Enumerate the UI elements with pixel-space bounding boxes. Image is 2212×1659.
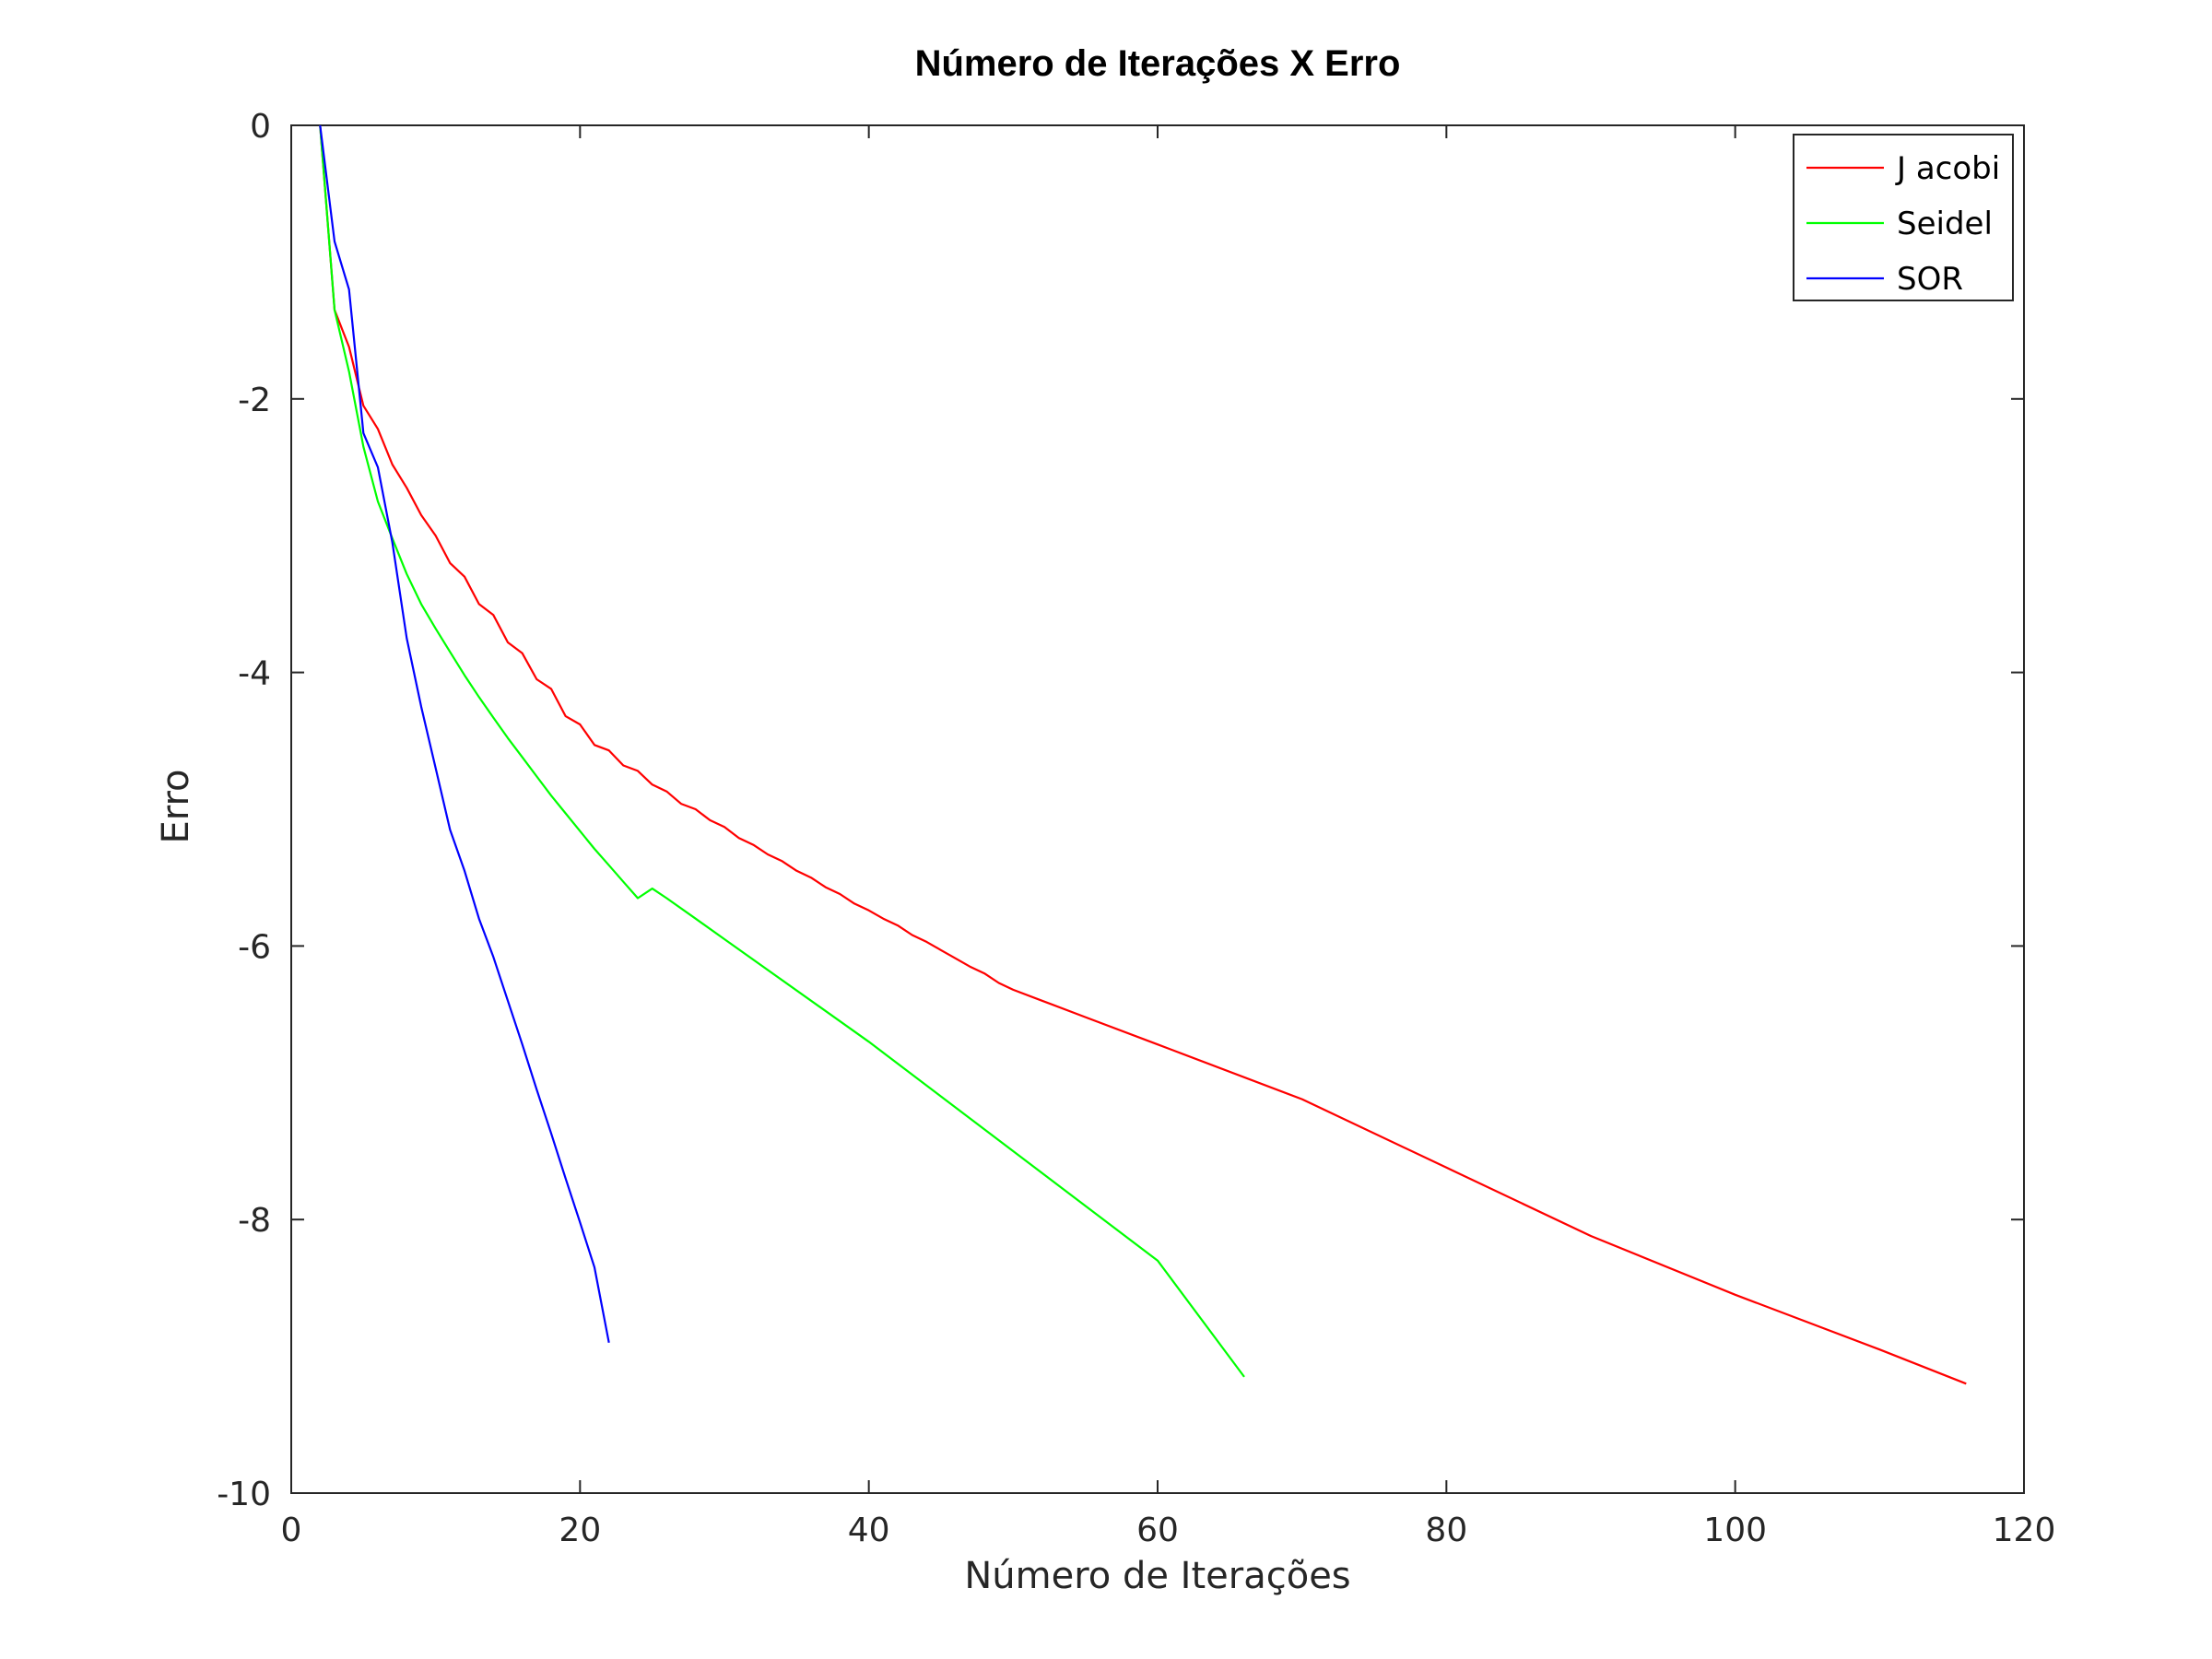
y-tick-label: -4 [238, 655, 271, 693]
x-tick-label: 80 [1425, 1512, 1467, 1549]
x-tick-label: 40 [848, 1512, 890, 1549]
x-axis-label: Número de Iterações [964, 1555, 1350, 1597]
tick-layer: 0 20 40 60 80 100 120 0 -2 -4 -6 -8 -10 [217, 108, 2055, 1549]
x-tick-label: 20 [559, 1512, 601, 1549]
chart-title: Número de Iterações X Erro [915, 43, 1401, 84]
y-axis-label: Erro [155, 769, 197, 843]
y-tick-label: -2 [238, 382, 271, 419]
series-line-j-acobi [319, 124, 1967, 1385]
legend-box [1793, 134, 2014, 301]
y-tick-label: -6 [238, 928, 271, 966]
legend: J acobi Seidel SOR [1793, 134, 2014, 301]
y-tick-label: -10 [217, 1476, 271, 1513]
plot-area [290, 124, 2025, 1494]
x-tick-label: 120 [1993, 1512, 2056, 1549]
legend-label: J acobi [1895, 150, 2000, 187]
legend-label: Seidel [1897, 206, 1993, 242]
series-line-sor [319, 124, 610, 1344]
legend-label: SOR [1897, 261, 1963, 298]
x-tick-label: 0 [281, 1512, 302, 1549]
x-tick-label: 100 [1703, 1512, 1767, 1549]
y-tick-label: 0 [250, 108, 271, 146]
x-tick-label: 60 [1136, 1512, 1179, 1549]
series-layer [319, 124, 1967, 1385]
plot-box [290, 124, 2025, 1494]
y-tick-label: -8 [238, 1202, 271, 1240]
